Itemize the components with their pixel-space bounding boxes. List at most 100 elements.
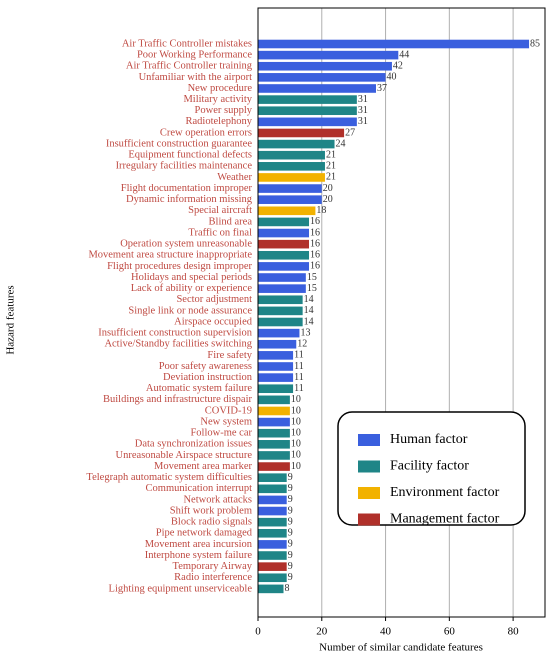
bar	[258, 250, 310, 260]
bar	[258, 417, 290, 427]
value-label: 21	[326, 172, 336, 183]
bar	[258, 95, 357, 104]
bar	[258, 517, 287, 527]
value-label: 14	[304, 316, 314, 327]
bar	[258, 295, 303, 305]
value-label: 16	[310, 261, 320, 272]
bar	[258, 150, 325, 160]
bar	[258, 61, 392, 71]
y-tick-label: Power supply	[195, 105, 253, 116]
value-label: 11	[294, 372, 304, 383]
bar	[258, 351, 294, 360]
y-tick-label: Pipe network damaged	[156, 528, 253, 539]
legend-swatch	[358, 487, 380, 499]
y-tick-label: Single link or node assurance	[128, 305, 252, 316]
value-label: 18	[316, 205, 326, 216]
bar	[258, 317, 303, 327]
value-label: 31	[358, 105, 368, 116]
y-tick-label: Dynamic information missing	[126, 194, 253, 205]
y-tick-label: Radio interference	[174, 572, 252, 583]
legend-swatch	[358, 434, 380, 446]
y-tick-label: Poor Working Performance	[137, 50, 252, 61]
y-tick-label: Movement area marker	[154, 461, 252, 472]
bar	[258, 395, 290, 405]
value-label: 14	[304, 305, 314, 316]
x-axis-label: Number of similar candidate features	[319, 642, 483, 654]
bar	[258, 540, 287, 549]
y-tick-label: Data synchronization issues	[135, 439, 252, 450]
value-label: 16	[310, 250, 320, 261]
value-label: 10	[291, 416, 301, 427]
bar	[258, 528, 287, 538]
y-tick-label: Fire safety	[207, 350, 252, 361]
y-tick-label: Network attacks	[183, 494, 252, 505]
legend-box	[337, 411, 526, 526]
value-label: 15	[307, 272, 317, 283]
y-tick-label: Telegraph automatic system difficulties	[86, 472, 252, 483]
bar	[258, 384, 294, 394]
bar	[258, 362, 294, 371]
x-tick-label: 20	[316, 626, 328, 638]
value-label: 21	[326, 161, 336, 172]
y-tick-label: Irregulary facilities maintenance	[116, 161, 253, 172]
bar	[258, 128, 345, 138]
y-tick-label: Radiotelephony	[186, 116, 253, 127]
value-label: 9	[288, 572, 293, 583]
value-label: 9	[288, 528, 293, 539]
y-tick-label: Air Traffic Controller mistakes	[122, 38, 252, 49]
bar	[258, 495, 287, 505]
bar	[258, 262, 310, 271]
bar	[258, 106, 357, 116]
value-label: 10	[291, 461, 301, 472]
bar	[258, 451, 290, 460]
x-tick-label: 60	[444, 626, 456, 638]
bar	[258, 440, 290, 449]
bar	[258, 173, 325, 182]
value-label: 10	[291, 394, 301, 405]
y-tick-label: Holidays and special periods	[131, 272, 252, 283]
value-label: 24	[336, 138, 346, 149]
bar	[258, 339, 297, 349]
bar	[258, 373, 294, 382]
x-tick-label: 0	[255, 626, 261, 638]
value-label: 85	[530, 38, 540, 49]
bar	[258, 117, 357, 127]
bar	[258, 73, 386, 82]
bar	[258, 584, 284, 594]
legend-label: Facility factor	[390, 459, 469, 474]
value-label: 9	[288, 550, 293, 561]
value-label: 9	[288, 494, 293, 505]
bar	[258, 484, 287, 494]
value-label: 14	[304, 294, 314, 305]
value-label: 44	[399, 49, 409, 60]
value-label: 12	[297, 339, 307, 350]
y-tick-label: Buildings and infrastructure dispair	[103, 394, 253, 405]
y-tick-label: Unreasonable Airspace structure	[116, 450, 253, 461]
y-tick-label: Weather	[217, 172, 252, 183]
y-tick-label: Movement area incursion	[145, 539, 253, 550]
value-label: 11	[294, 361, 304, 372]
y-tick-label: Deviation instruction	[163, 372, 253, 383]
y-tick-label: Poor safety awareness	[159, 361, 252, 372]
y-tick-label: Airspace occupied	[174, 316, 253, 327]
bar	[258, 217, 310, 227]
y-tick-label: Blind area	[209, 216, 253, 227]
bar	[258, 206, 316, 216]
value-label: 9	[288, 561, 293, 572]
y-tick-label: Movement area structure inappropriate	[88, 250, 252, 261]
value-label: 10	[291, 439, 301, 450]
y-tick-label: Follow-me car	[190, 428, 252, 439]
y-tick-label: Insufficient construction supervision	[98, 328, 253, 339]
value-label: 9	[288, 539, 293, 550]
bar	[258, 284, 306, 293]
value-label: 21	[326, 149, 336, 160]
y-tick-label: New procedure	[188, 83, 253, 94]
value-label: 31	[358, 94, 368, 105]
y-tick-label: New system	[200, 416, 252, 427]
y-tick-label: Flight documentation improper	[121, 183, 253, 194]
y-tick-label: Operation system unreasonable	[120, 239, 252, 250]
bar	[258, 228, 310, 238]
plot-frame	[257, 7, 546, 618]
value-label: 13	[300, 327, 310, 338]
